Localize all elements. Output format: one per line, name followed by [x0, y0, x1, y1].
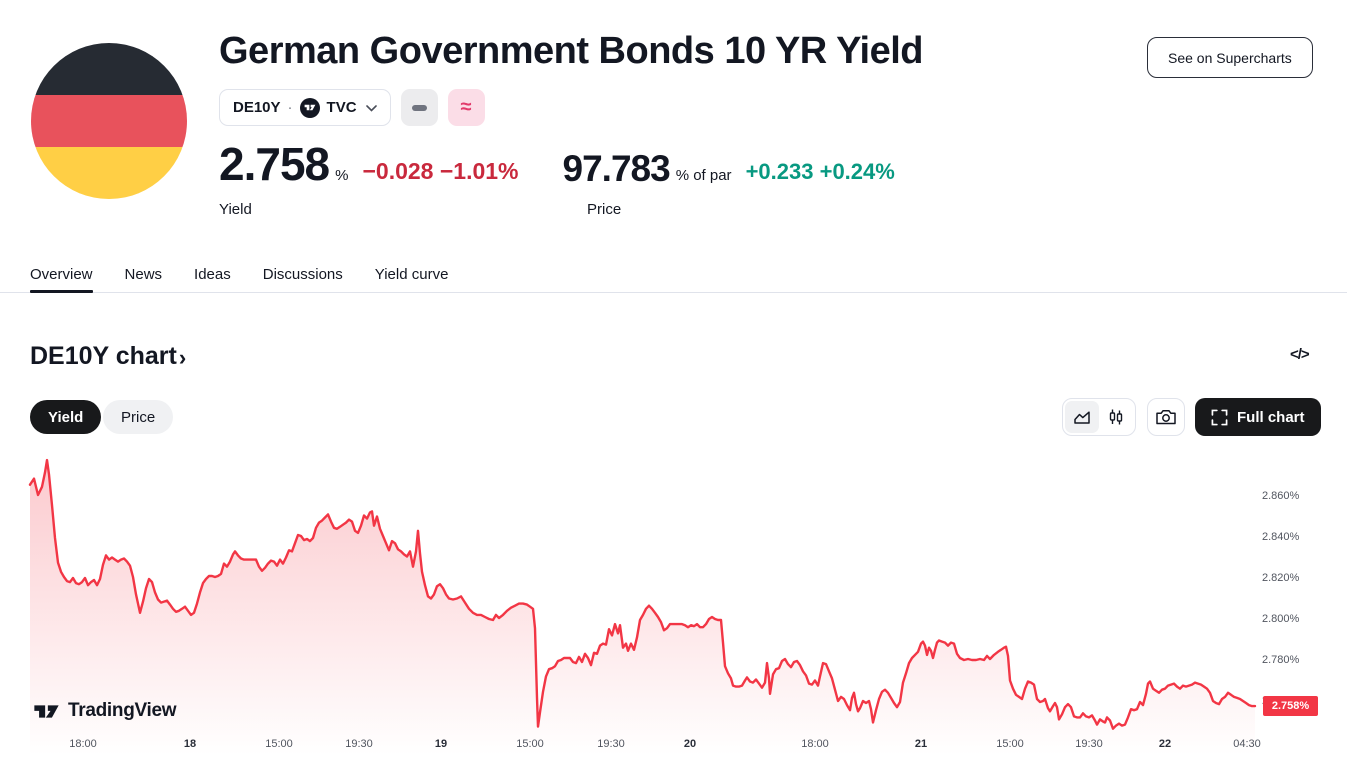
- x-axis-label: 04:30: [1233, 738, 1261, 750]
- area-chart-style-button[interactable]: [1065, 401, 1099, 433]
- symbol-exchange: TVC: [326, 99, 357, 116]
- yield-change: −0.028 −1.01%: [362, 158, 519, 184]
- full-chart-button[interactable]: Full chart: [1195, 398, 1321, 436]
- symbol-ticker: DE10Y: [233, 99, 281, 116]
- yield-toggle-pill[interactable]: Yield: [30, 400, 102, 434]
- x-axis-label: 19:30: [597, 738, 625, 750]
- page-tabs: Overview News Ideas Discussions Yield cu…: [0, 257, 1347, 293]
- flag-band-gold: [31, 147, 187, 199]
- fullscreen-icon: [1211, 409, 1228, 425]
- page-title: German Government Bonds 10 YR Yield: [219, 30, 924, 72]
- price-toggle-pill[interactable]: Price: [103, 400, 174, 434]
- tab-discussions[interactable]: Discussions: [262, 266, 343, 283]
- x-axis-label: 15:00: [996, 738, 1024, 750]
- tab-yield-curve[interactable]: Yield curve: [374, 266, 449, 283]
- yield-unit: %: [335, 167, 349, 184]
- remove-watchlist-button[interactable]: [400, 89, 438, 126]
- last-price-badge: 2.758%: [1263, 696, 1318, 717]
- yield-label: Yield: [219, 201, 252, 218]
- candles-icon: [1109, 409, 1123, 425]
- snapshot-button[interactable]: [1147, 398, 1185, 436]
- flag-band-red: [31, 95, 187, 148]
- chart-section-title[interactable]: DE10Y chart ›: [30, 342, 187, 370]
- tradingview-watermark: TradingView: [33, 700, 177, 722]
- symbol-switcher[interactable]: DE10Y · TVC: [219, 89, 391, 126]
- flag-band-black: [31, 43, 187, 96]
- x-axis-label: 19: [434, 738, 448, 750]
- see-on-supercharts-button[interactable]: See on Supercharts: [1147, 37, 1313, 78]
- similar-symbols-button[interactable]: ≈: [447, 89, 485, 126]
- price-value: 97.783: [562, 148, 671, 189]
- x-axis-label: 22: [1158, 738, 1172, 750]
- x-axis-label: 15:00: [265, 738, 293, 750]
- tradingview-logo-icon: [34, 704, 59, 718]
- y-axis-label: 2.820%: [1262, 572, 1300, 585]
- area-chart-icon: [1074, 411, 1090, 424]
- price-change: +0.233 +0.24%: [745, 159, 895, 184]
- quote-values: 2.758 % −0.028 −1.01% 97.783 % of par +0…: [219, 141, 895, 187]
- symbol-separator: ·: [287, 99, 293, 116]
- chart-area-fill: [30, 460, 1255, 755]
- approx-icon: ≈: [460, 96, 472, 118]
- x-axis-label: 18:00: [69, 738, 97, 750]
- x-axis-label: 18: [183, 738, 197, 750]
- tab-news[interactable]: News: [124, 266, 163, 283]
- germany-flag: [31, 43, 187, 199]
- price-chart[interactable]: 2.860%2.840%2.820%2.800%2.780%2.760% 18:…: [0, 455, 1347, 769]
- y-axis-label: 2.780%: [1262, 654, 1300, 667]
- minus-icon: [411, 104, 427, 111]
- tab-ideas[interactable]: Ideas: [194, 266, 231, 283]
- x-axis-label: 21: [914, 738, 928, 750]
- chevron-down-icon: [365, 100, 377, 115]
- candles-chart-style-button[interactable]: [1099, 401, 1133, 433]
- price-unit: % of par: [675, 167, 732, 184]
- price-label: Price: [587, 201, 622, 218]
- chart-line: [28, 458, 1257, 730]
- chart-style-switcher: [1062, 398, 1136, 436]
- chart-plot-area[interactable]: [0, 455, 1347, 760]
- yield-value: 2.758: [219, 138, 330, 190]
- y-axis-label: 2.840%: [1262, 531, 1300, 544]
- y-axis-label: 2.800%: [1262, 613, 1300, 626]
- x-axis-label: 15:00: [516, 738, 544, 750]
- tab-overview[interactable]: Overview: [30, 257, 93, 293]
- x-axis-label: 19:30: [1075, 738, 1103, 750]
- tradingview-exchange-icon: [299, 97, 320, 118]
- symbol-row: DE10Y · TVC ≈: [219, 89, 485, 126]
- watermark-label: TradingView: [68, 700, 177, 721]
- y-axis-label: 2.860%: [1262, 490, 1300, 503]
- embed-code-icon[interactable]: </>: [1290, 346, 1310, 363]
- x-axis-label: 20: [683, 738, 697, 750]
- x-axis-label: 19:30: [345, 738, 373, 750]
- x-axis-label: 18:00: [801, 738, 829, 750]
- camera-icon: [1156, 410, 1176, 425]
- chevron-right-icon: ›: [178, 344, 187, 370]
